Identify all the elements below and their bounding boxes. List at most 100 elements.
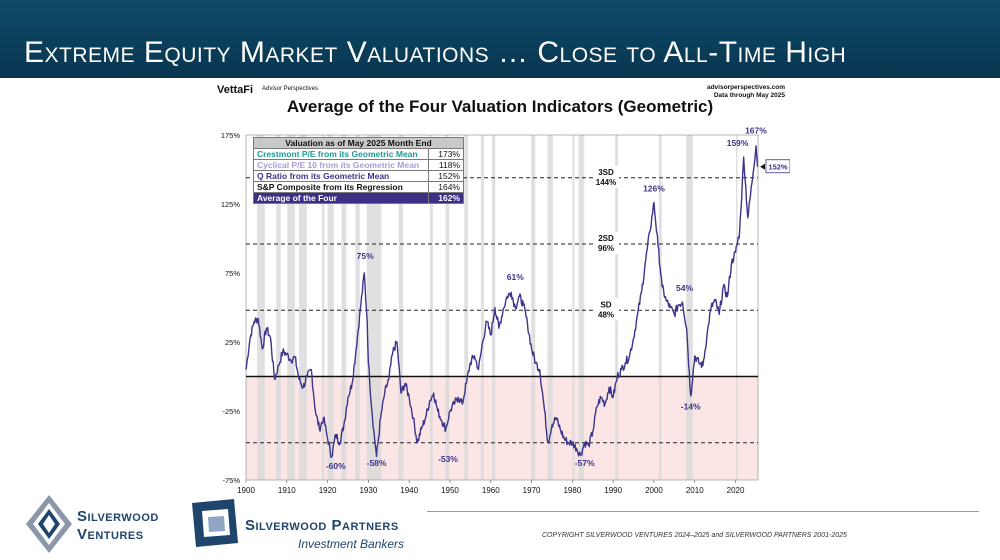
chart-title: Average of the Four Valuation Indicators… [286, 97, 714, 116]
y-tick-label: 175% [221, 131, 241, 140]
table-average-row: Average of the Four 162% [253, 192, 464, 204]
ventures-logo-line1: Silverwood [77, 508, 159, 525]
recession-bar [299, 135, 307, 480]
indicator-label: Cyclical P/E 10 from its Geometric Mean [253, 159, 429, 171]
table-row: Cyclical P/E 10 from its Geometric Mean … [253, 159, 464, 171]
x-tick-label: 1990 [604, 486, 622, 495]
partners-logo-subtitle: Investment Bankers [298, 537, 405, 551]
slide-title: Extreme Equity Market Valuations … Close… [24, 36, 847, 69]
peak-trough-label: -57% [575, 458, 595, 468]
y-tick-label: 25% [225, 338, 240, 347]
recession-bar [257, 135, 265, 480]
sd-label: 2SD [598, 234, 614, 243]
sd-label: 3SD [598, 168, 614, 177]
y-tick-label: -25% [222, 407, 240, 416]
x-tick-label: 1970 [523, 486, 541, 495]
sd-label-bg [593, 298, 620, 321]
valuation-series-line [245, 145, 759, 459]
recession-bar [480, 135, 484, 480]
data-date-note: Data through May 2025 [713, 92, 785, 99]
copyright-text: COPYRIGHT SILVERWOOD VENTURES 2024–2025 … [542, 532, 847, 539]
indicator-value: 164% [428, 181, 464, 193]
recession-bar [492, 135, 496, 480]
partners-logo-text: Silverwood Partners [245, 517, 399, 534]
recession-bar [276, 135, 281, 480]
recession-bar [531, 135, 536, 480]
recession-bar [658, 135, 662, 480]
peak-trough-label: 54% [676, 283, 693, 293]
recession-bar [287, 135, 295, 480]
sd-value-label: 144% [596, 178, 616, 187]
silverwood-partners-logo-icon [192, 499, 238, 547]
recession-bar [341, 135, 347, 480]
x-tick-label: 1960 [482, 486, 500, 495]
silverwood-ventures-logo-icon [26, 495, 72, 553]
average-label: Average of the Four [253, 192, 429, 204]
table-header: Valuation as of May 2025 Month End [253, 137, 464, 149]
source-site: advisorperspectives.com [706, 84, 785, 91]
indicator-value: 173% [428, 148, 464, 160]
x-tick-label: 1980 [563, 486, 581, 495]
x-tick-label: 2020 [727, 486, 745, 495]
brand-subtitle: Advisor Perspectives [262, 86, 319, 92]
recession-bar [445, 135, 450, 480]
indicator-label: S&P Composite from its Regression [253, 181, 429, 193]
current-value-callout: 152% [768, 163, 788, 172]
source-note: advisorperspectives.com Data through May… [700, 84, 785, 100]
recession-bar [398, 135, 404, 480]
sd-label-bg [593, 165, 620, 188]
brand-name: VettaFi [217, 84, 254, 96]
recession-bar [464, 135, 468, 480]
indicator-label: Crestmont P/E from its Geometric Mean [253, 148, 429, 160]
peak-trough-label: -14% [681, 402, 701, 412]
indicator-value: 118% [428, 159, 464, 171]
indicator-value: 152% [428, 170, 464, 182]
x-tick-label: 1940 [400, 486, 418, 495]
peak-trough-label: -53% [438, 454, 458, 464]
x-tick-label: 1920 [319, 486, 337, 495]
peak-trough-label: -60% [326, 461, 346, 471]
recession-bar [327, 135, 334, 480]
table-header-row: Valuation as of May 2025 Month End [253, 137, 464, 149]
table-row: Q Ratio from its Geometric Mean 152% [253, 170, 464, 182]
indicator-label: Q Ratio from its Geometric Mean [253, 170, 429, 182]
callout-arrow [760, 163, 765, 170]
y-tick-label: 125% [221, 200, 241, 209]
plot-frame [245, 134, 759, 481]
sd-value-label: 48% [598, 310, 614, 319]
peak-trough-label: 61% [507, 272, 524, 282]
footer-divider [427, 511, 979, 512]
table-row: Crestmont P/E from its Geometric Mean 17… [253, 148, 464, 160]
peak-trough-label: -58% [367, 458, 387, 468]
title-banner: Extreme Equity Market Valuations … Close… [0, 0, 1000, 78]
recession-bar [578, 135, 585, 480]
recession-bar [572, 135, 575, 480]
sd-label: SD [600, 300, 611, 309]
recession-bar [429, 135, 433, 480]
callout-box [765, 159, 790, 174]
peak-trough-label: 75% [357, 251, 374, 261]
x-tick-label: 1950 [441, 486, 459, 495]
ventures-logo-text: Silverwood Ventures [77, 508, 159, 544]
recession-bar [321, 135, 325, 480]
x-tick-label: 1930 [359, 486, 377, 495]
recession-bar [547, 135, 553, 480]
average-value: 162% [428, 192, 464, 204]
sd-label-bg [593, 232, 620, 255]
recession-bar [735, 135, 738, 480]
peak-trough-label: 159% [727, 138, 749, 148]
y-tick-label: -75% [222, 476, 240, 485]
sd-value-label: 96% [598, 244, 614, 253]
chart-area: 3SD 144% 2SD 96% SD 48% -75% -25% 25% 75% 125% 175%… [210, 80, 790, 500]
recession-bar [355, 135, 360, 480]
x-tick-label: 1910 [278, 486, 296, 495]
peak-trough-label: 167% [745, 126, 767, 136]
y-tick-label: 75% [225, 269, 240, 278]
table-row: S&P Composite from its Regression 164% [253, 181, 464, 193]
x-tick-label: 2000 [645, 486, 663, 495]
recession-bar [686, 135, 693, 480]
x-tick-label: 2010 [686, 486, 704, 495]
ventures-logo-line2: Ventures [77, 526, 144, 543]
valuation-table: Valuation as of May 2025 Month End Crest… [253, 137, 464, 204]
